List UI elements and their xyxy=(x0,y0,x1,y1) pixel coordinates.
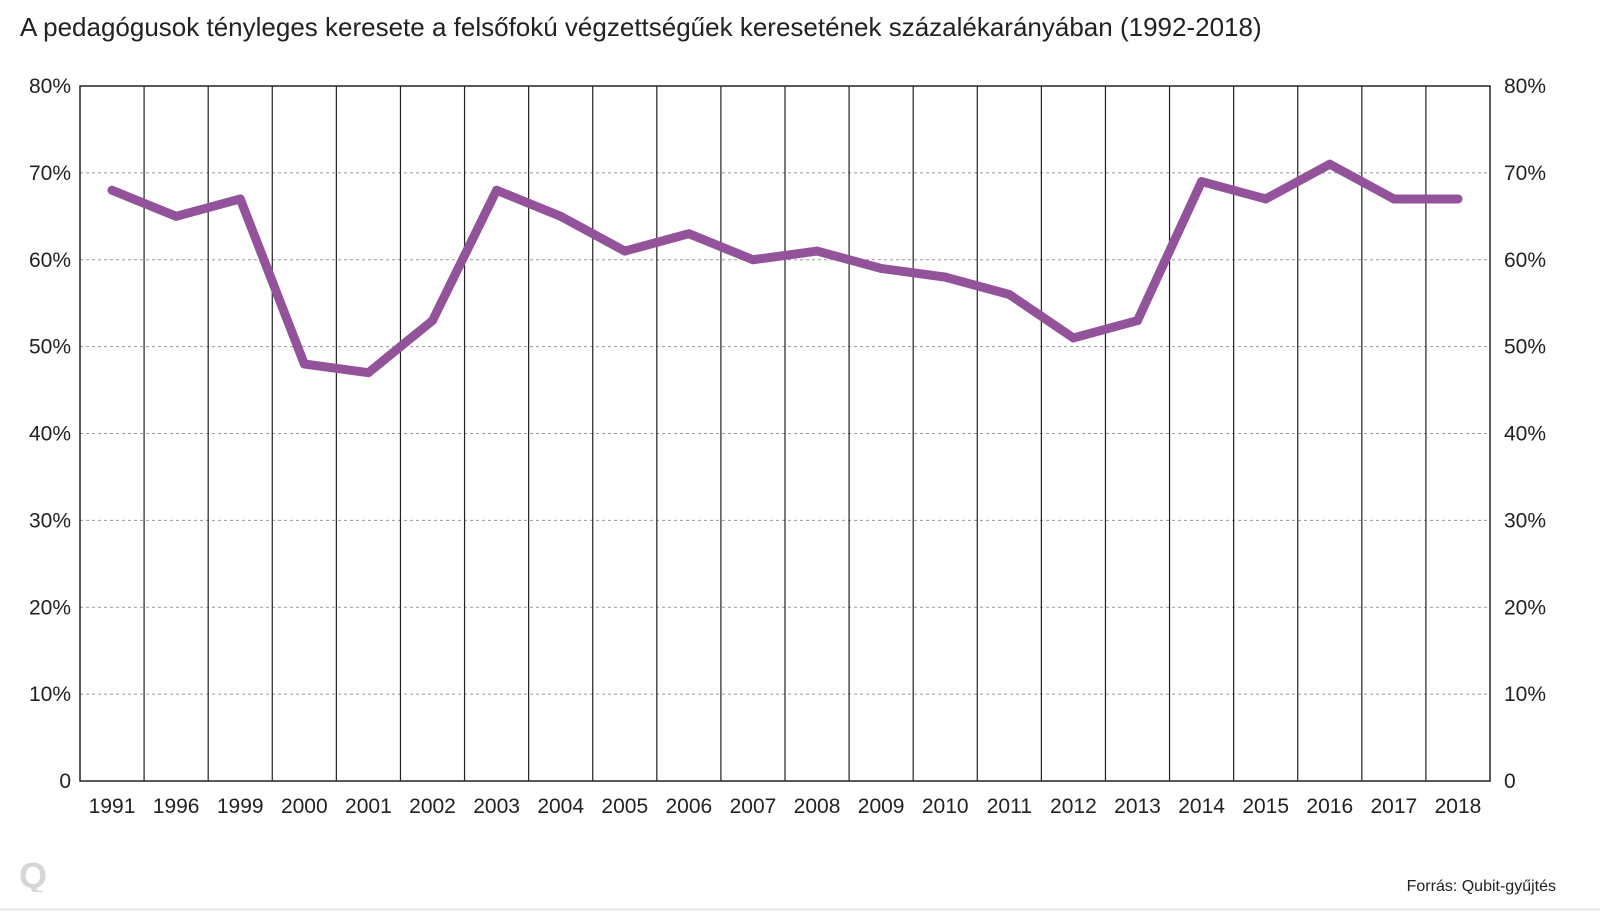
x-tick-label: 2008 xyxy=(794,795,841,818)
y-axis-left: 0 10% 20% 30% 40% 50% 60% 70% 80% xyxy=(29,75,71,793)
data-point xyxy=(1004,290,1014,299)
y-tick-label: 70% xyxy=(29,162,71,185)
data-point xyxy=(107,185,117,195)
data-point xyxy=(1325,159,1335,169)
data-point xyxy=(940,272,950,282)
x-tick-label: 2004 xyxy=(537,795,584,818)
x-tick-label: 2016 xyxy=(1306,795,1353,818)
x-tick-label: 1999 xyxy=(217,795,264,818)
data-point xyxy=(235,194,245,204)
data-point xyxy=(1133,316,1142,326)
qubit-logo: Q xyxy=(19,858,47,892)
logo-letter: Q xyxy=(19,858,47,892)
horizontal-gridlines xyxy=(80,172,1490,695)
footer-rule xyxy=(0,908,1600,911)
data-point xyxy=(812,246,822,256)
data-point xyxy=(299,359,309,369)
chart-title: A pedagógusok tényleges keresete a felső… xyxy=(20,12,1262,42)
column-dividers xyxy=(143,86,1427,781)
y-axis-right: 0 10% 20% 30% 40% 50% 60% 70% 80% xyxy=(1504,75,1546,793)
y-tick-label-right: 0 xyxy=(1504,770,1516,793)
y-tick-label: 30% xyxy=(29,509,71,532)
data-point xyxy=(1068,333,1078,343)
source-note: Forrás: Qubit-gyűjtés xyxy=(1406,878,1556,895)
x-tick-label: 2003 xyxy=(473,795,520,818)
x-tick-label: 2011 xyxy=(987,795,1032,818)
x-tick-label: 1996 xyxy=(153,795,200,818)
x-tick-label: 2018 xyxy=(1435,795,1482,818)
y-tick-label: 60% xyxy=(29,249,71,272)
data-point xyxy=(684,229,694,239)
y-tick-label-right: 70% xyxy=(1504,162,1546,185)
y-tick-label: 20% xyxy=(29,596,71,619)
x-tick-label: 2000 xyxy=(281,795,328,818)
data-point xyxy=(1453,194,1463,204)
y-tick-label: 10% xyxy=(29,683,71,706)
x-tick-label: 1991 xyxy=(89,795,136,818)
x-tick-label: 2007 xyxy=(730,795,777,818)
x-tick-label: 2017 xyxy=(1371,795,1418,818)
x-axis: 1991 1996 1999 2000 2001 2002 2003 2004 2005 2006… xyxy=(89,795,1482,818)
data-point xyxy=(428,316,437,326)
data-point xyxy=(1197,177,1207,187)
x-tick-label: 2002 xyxy=(409,795,456,818)
y-tick-label-right: 30% xyxy=(1504,509,1546,532)
data-point xyxy=(748,255,758,265)
data-point xyxy=(171,211,181,221)
y-tick-label-right: 60% xyxy=(1504,249,1546,272)
data-point xyxy=(556,211,566,221)
series-line xyxy=(107,159,1463,378)
series-layer xyxy=(107,159,1463,378)
x-tick-label: 2006 xyxy=(666,795,713,818)
data-point xyxy=(1261,194,1271,204)
x-tick-label: 2010 xyxy=(922,795,969,818)
data-point xyxy=(363,368,373,378)
x-tick-label: 2005 xyxy=(601,795,648,818)
x-tick-label: 2012 xyxy=(1050,795,1097,818)
x-tick-label: 2015 xyxy=(1242,795,1289,818)
plot-frame xyxy=(79,85,1491,782)
y-tick-label-right: 10% xyxy=(1504,683,1546,706)
y-tick-label-right: 20% xyxy=(1504,596,1546,619)
data-point xyxy=(1389,194,1399,204)
data-point xyxy=(492,185,502,195)
x-tick-label: 2001 xyxy=(345,795,392,818)
y-tick-label-right: 40% xyxy=(1504,423,1546,446)
y-tick-label: 0 xyxy=(59,770,71,793)
y-tick-label-right: 80% xyxy=(1504,75,1546,98)
x-tick-label: 2009 xyxy=(858,795,905,818)
y-tick-label: 40% xyxy=(29,423,71,446)
data-point xyxy=(620,246,630,256)
y-tick-label-right: 50% xyxy=(1504,336,1546,359)
x-tick-label: 2013 xyxy=(1114,795,1161,818)
data-point xyxy=(876,263,886,273)
y-tick-label: 80% xyxy=(29,75,71,98)
y-tick-label: 50% xyxy=(29,336,71,359)
x-tick-label: 2014 xyxy=(1178,795,1225,818)
